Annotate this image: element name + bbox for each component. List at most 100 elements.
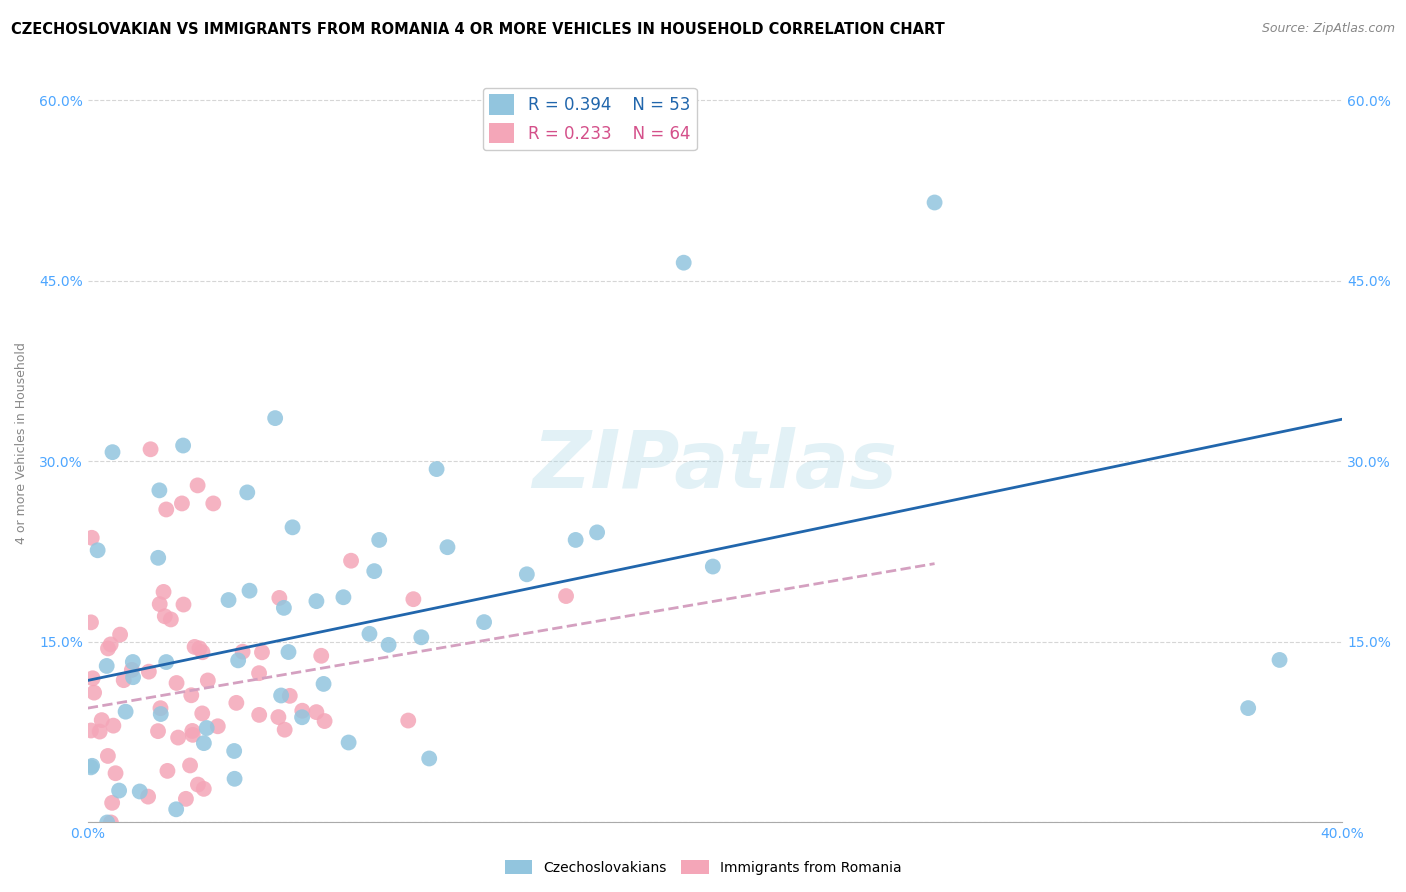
Point <box>264 411 287 425</box>
Point <box>516 567 538 582</box>
Point <box>128 784 150 798</box>
Point <box>96 815 118 830</box>
Point <box>83 685 105 699</box>
Point <box>270 689 292 703</box>
Point <box>377 638 399 652</box>
Point <box>359 627 381 641</box>
Point <box>291 710 314 724</box>
Point <box>181 728 204 742</box>
Point <box>402 592 425 607</box>
Point <box>108 627 131 641</box>
Point <box>82 759 104 773</box>
Point <box>218 593 240 607</box>
Point <box>278 689 301 703</box>
Point <box>146 724 169 739</box>
Point <box>586 525 609 540</box>
Point <box>267 710 290 724</box>
Point <box>170 496 193 510</box>
Point <box>149 706 172 721</box>
Point <box>121 655 143 669</box>
Point <box>1237 701 1260 715</box>
Point <box>80 760 103 774</box>
Point <box>122 670 145 684</box>
Point <box>411 630 433 644</box>
Point <box>100 815 122 830</box>
Point <box>564 533 586 547</box>
Point <box>226 653 249 667</box>
Point <box>181 723 204 738</box>
Point <box>179 758 201 772</box>
Point <box>173 598 195 612</box>
Point <box>337 735 360 749</box>
Point <box>418 751 440 765</box>
Point <box>193 781 215 796</box>
Point <box>309 648 332 663</box>
Point <box>149 701 172 715</box>
Point <box>152 585 174 599</box>
Point <box>193 736 215 750</box>
Point <box>174 792 197 806</box>
Point <box>281 520 304 534</box>
Point <box>426 462 449 476</box>
Point <box>139 442 162 457</box>
Point <box>188 641 211 656</box>
Point <box>89 724 111 739</box>
Point <box>138 665 160 679</box>
Point <box>1268 653 1291 667</box>
Point <box>97 748 120 763</box>
Point <box>165 802 187 816</box>
Point <box>80 723 103 738</box>
Legend: Czechoslovakians, Immigrants from Romania: Czechoslovakians, Immigrants from Romani… <box>499 855 907 880</box>
Point <box>148 483 170 498</box>
Point <box>363 564 385 578</box>
Point <box>96 659 118 673</box>
Point <box>108 783 131 797</box>
Point <box>555 589 578 603</box>
Point <box>136 789 159 804</box>
Point <box>472 615 495 629</box>
Point <box>167 731 190 745</box>
Point <box>101 796 124 810</box>
Point <box>149 597 172 611</box>
Point <box>103 719 125 733</box>
Point <box>247 666 270 681</box>
Point <box>82 671 104 685</box>
Text: ZIPatlas: ZIPatlas <box>533 427 897 505</box>
Point <box>80 531 103 545</box>
Point <box>224 744 246 758</box>
Point <box>305 594 328 608</box>
Point <box>250 645 273 659</box>
Point <box>191 645 214 659</box>
Point <box>114 705 136 719</box>
Point <box>396 714 419 728</box>
Point <box>314 714 336 728</box>
Point <box>702 559 724 574</box>
Point <box>97 641 120 656</box>
Point <box>195 721 218 735</box>
Point <box>156 764 179 778</box>
Point <box>247 707 270 722</box>
Point <box>368 533 391 547</box>
Point <box>155 502 177 516</box>
Point <box>187 778 209 792</box>
Point <box>180 688 202 702</box>
Point <box>225 696 247 710</box>
Point <box>236 485 259 500</box>
Point <box>924 195 946 210</box>
Point <box>291 704 314 718</box>
Point <box>202 496 225 510</box>
Point <box>166 676 188 690</box>
Point <box>183 640 205 654</box>
Point <box>238 583 260 598</box>
Point <box>121 663 143 677</box>
Point <box>155 655 177 669</box>
Point <box>305 705 328 719</box>
Point <box>153 609 176 624</box>
Point <box>112 673 135 688</box>
Point <box>100 637 122 651</box>
Point <box>191 706 214 721</box>
Point <box>104 766 127 780</box>
Point <box>312 677 335 691</box>
Point <box>80 615 103 630</box>
Point <box>172 438 194 452</box>
